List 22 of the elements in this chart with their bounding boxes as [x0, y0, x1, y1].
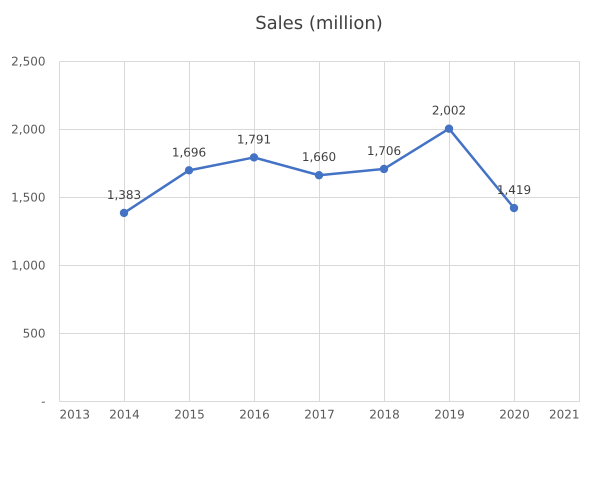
- data-label: 2,002: [432, 104, 466, 118]
- x-tick-label: 2015: [174, 408, 205, 422]
- x-tick-label: 2018: [369, 408, 400, 422]
- y-tick-label: 500: [22, 326, 46, 340]
- y-tick-label: 2,000: [11, 122, 46, 136]
- x-tick-label: 2019: [434, 408, 465, 422]
- data-label: 1,706: [366, 144, 402, 158]
- x-tick-label: 2016: [239, 408, 270, 422]
- y-tick-label: 1,500: [11, 190, 46, 204]
- x-tick-label: 2017: [304, 408, 335, 422]
- data-label: 1,383: [106, 188, 142, 202]
- y-tick-label: 2,500: [11, 54, 46, 68]
- x-tick-label: 2014: [109, 408, 140, 422]
- y-tick-label: -: [41, 394, 46, 408]
- data-label: 1,660: [302, 150, 336, 164]
- chart-title: Sales (million): [255, 13, 383, 34]
- data-label: 1,696: [172, 145, 206, 160]
- data-label: 1,791: [236, 132, 272, 146]
- x-tick-label: 2021: [548, 408, 580, 422]
- x-tick-label: 2013: [60, 408, 90, 422]
- y-tick-label: 1,000: [11, 258, 46, 272]
- x-tick-label: 2020: [499, 408, 530, 422]
